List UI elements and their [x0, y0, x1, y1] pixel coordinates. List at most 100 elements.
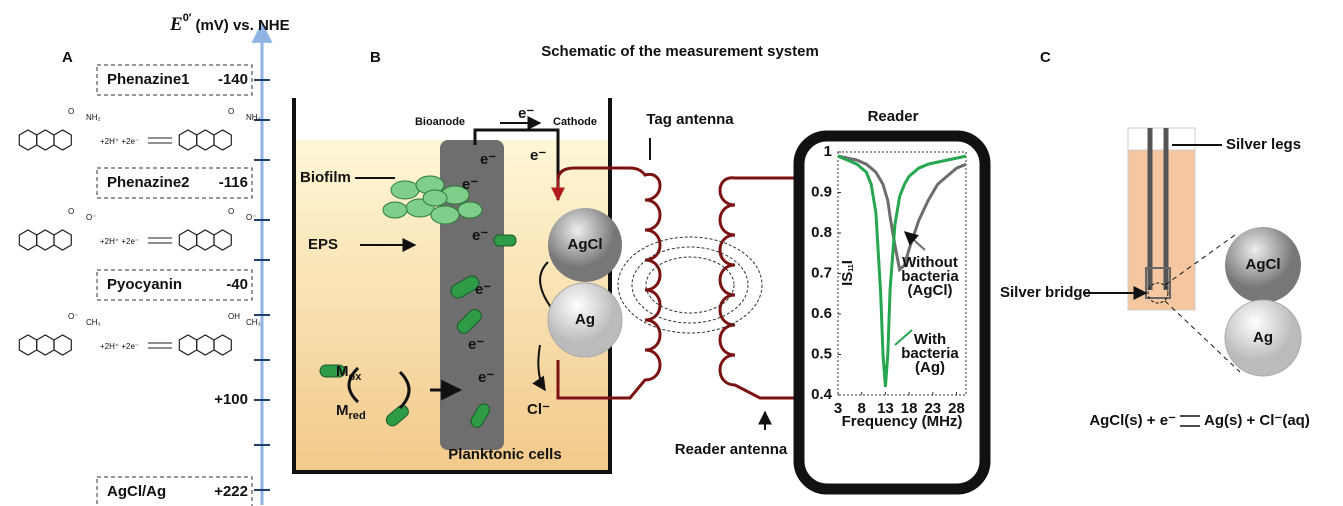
series-label: (AgCl) [908, 282, 953, 299]
tag-antenna-label: Tag antenna [646, 111, 734, 128]
compound-name: Phenazine1 [107, 71, 190, 88]
panel-label: B [370, 49, 381, 66]
equilibrium-arrow [1180, 416, 1200, 426]
electron-label: e⁻ [480, 151, 496, 168]
ring [19, 230, 36, 250]
potential-label: +222 [214, 483, 248, 500]
reaction-arrow [148, 238, 172, 243]
atom-label: O⁻ [68, 312, 78, 321]
reaction-arrow [148, 138, 172, 143]
ring [37, 335, 54, 355]
axis-symbol: E [169, 14, 183, 35]
probe [1128, 128, 1195, 310]
electron-label: e⁻ [462, 176, 478, 193]
eps-label: EPS [308, 236, 338, 253]
subscript: ox [349, 371, 363, 383]
reaction-arrow [148, 343, 172, 348]
y-base: IS [839, 272, 856, 286]
biofilm-label: Biofilm [300, 169, 351, 186]
planktonic-label: Planktonic cells [448, 446, 561, 463]
compound-name: Phenazine2 [107, 174, 190, 191]
y-tick-label: 0.4 [811, 386, 833, 403]
reaction-text: +2H⁺ +2e⁻ [100, 342, 139, 351]
base: M [336, 363, 349, 380]
panel-title: Schematic of the measurement system [541, 43, 819, 60]
field-lines [618, 237, 762, 333]
ring [37, 230, 54, 250]
x-axis-label: Frequency (MHz) [842, 413, 963, 430]
axis-tick-label: +100 [214, 391, 248, 408]
y-sub: 11 [848, 264, 855, 272]
compound-name: Pyocyanin [107, 276, 182, 293]
atom-label: NH₂ [86, 113, 101, 122]
figure: E0′(mV) vs. NHE A Phenazine1 -140 Phenazine… [0, 0, 1343, 506]
y-tick-label: 0.9 [811, 183, 832, 200]
ring [37, 130, 54, 150]
ring [214, 130, 231, 150]
potential-label: -40 [226, 276, 248, 293]
panel-label: A [62, 49, 73, 66]
axis-superscript: 0′ [183, 12, 192, 24]
silver-legs-label: Silver legs [1226, 136, 1301, 153]
ring [179, 230, 196, 250]
atom-label: O [228, 207, 234, 216]
y-axis-label: IS11I [839, 260, 856, 286]
probe-cap [1128, 128, 1195, 150]
bioanode-label: Bioanode [415, 116, 465, 128]
electron-label: e⁻ [472, 227, 488, 244]
ring [197, 230, 214, 250]
ring [179, 130, 196, 150]
atom-label: OH [228, 312, 240, 321]
agcl-label: AgCl [1246, 256, 1281, 273]
electron-label: e⁻ [475, 281, 491, 298]
ring [197, 335, 214, 355]
atom-label: CH₃ [86, 318, 101, 327]
ag-label: Ag [1253, 329, 1273, 346]
atom-label: O [68, 107, 74, 116]
electron-label: e⁻ [530, 147, 546, 164]
electron-label: e⁻ [518, 105, 534, 122]
y-tick-label: 0.7 [811, 264, 832, 281]
y-tick-label: 0.8 [811, 224, 832, 241]
cathode-label: Cathode [553, 116, 597, 128]
ring [214, 230, 231, 250]
ag-label: Ag [575, 311, 595, 328]
silver-bridge-label: Silver bridge [1000, 284, 1091, 301]
electron-label: e⁻ [468, 336, 484, 353]
y-tick-label: 0.5 [811, 345, 832, 362]
atom-label: O⁻ [86, 213, 96, 222]
reaction-text: +2H⁺ +2e⁻ [100, 137, 139, 146]
chloride-label: Cl⁻ [527, 401, 550, 418]
axis-title-text: (mV) vs. NHE [195, 17, 289, 34]
y-tick-label: 1 [824, 143, 832, 160]
label-arrows [650, 138, 765, 430]
reaction-text: +2H⁺ +2e⁻ [100, 237, 139, 246]
equation-left: AgCl(s) + e⁻ [1089, 412, 1176, 429]
base: M [336, 402, 349, 419]
subscript: red [349, 410, 366, 422]
potential-label: -116 [219, 174, 248, 191]
atom-label: O⁻ [246, 213, 256, 222]
series-label: (Ag) [915, 359, 945, 376]
reader-label: Reader [868, 108, 919, 125]
atom-label: O [68, 207, 74, 216]
ring [54, 335, 71, 355]
reader-antenna [720, 178, 795, 398]
compound-name: AgCl/Ag [107, 483, 166, 500]
equation-right: Ag(s) + Cl⁻(aq) [1204, 412, 1310, 429]
electron-label: e⁻ [478, 369, 494, 386]
y-tick-label: 0.6 [811, 305, 832, 322]
axis-title: E0′(mV) vs. NHE [169, 12, 290, 35]
panel-label: C [1040, 49, 1051, 66]
atom-label: CH₃ [246, 318, 261, 327]
y-end: I [839, 260, 856, 264]
ring [214, 335, 231, 355]
atom-label: O [228, 107, 234, 116]
ring [179, 335, 196, 355]
potential-label: -140 [218, 71, 248, 88]
ring [197, 130, 214, 150]
ring [19, 130, 36, 150]
ring [19, 335, 36, 355]
reader-antenna-label: Reader antenna [675, 441, 788, 458]
ring [54, 230, 71, 250]
